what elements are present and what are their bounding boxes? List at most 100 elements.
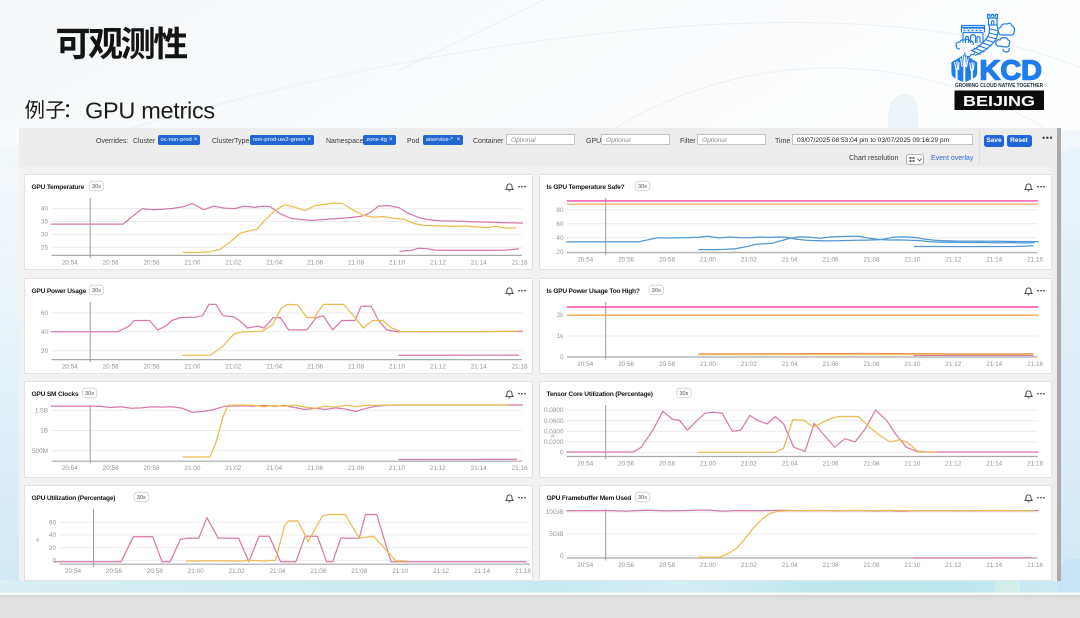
svg-text:21:12: 21:12 xyxy=(430,259,446,266)
svg-text:21:14: 21:14 xyxy=(471,259,487,266)
svg-text:21:16: 21:16 xyxy=(512,465,528,472)
svg-text:21:00: 21:00 xyxy=(700,361,716,368)
svg-text:21:04: 21:04 xyxy=(266,465,282,472)
svg-text:21:02: 21:02 xyxy=(225,363,241,370)
svg-text:GPU metrics: GPU metrics xyxy=(85,98,215,124)
svg-text:2k: 2k xyxy=(557,312,565,319)
svg-text:5GiB: 5GiB xyxy=(549,531,563,538)
svg-text:20:56: 20:56 xyxy=(618,257,634,264)
svg-text:21:06: 21:06 xyxy=(823,461,839,468)
svg-text:21:16: 21:16 xyxy=(1027,562,1043,569)
svg-text:21:08: 21:08 xyxy=(348,465,364,472)
svg-text:#: # xyxy=(551,434,555,440)
svg-text:21:10: 21:10 xyxy=(389,363,405,370)
svg-text:21:12: 21:12 xyxy=(433,568,449,575)
svg-text:30s: 30s xyxy=(137,495,146,501)
svg-text:21:02: 21:02 xyxy=(229,568,245,575)
svg-text:0.0200: 0.0200 xyxy=(544,439,564,446)
svg-text:20:54: 20:54 xyxy=(577,461,593,468)
svg-text:20: 20 xyxy=(49,544,57,551)
svg-text:21:14: 21:14 xyxy=(471,465,487,472)
svg-text:21:08: 21:08 xyxy=(348,259,364,266)
svg-text:20:56: 20:56 xyxy=(106,568,122,575)
svg-text:21:12: 21:12 xyxy=(945,361,961,368)
svg-text:0.0600: 0.0600 xyxy=(544,418,564,425)
svg-text:21:16: 21:16 xyxy=(515,568,531,575)
svg-text:20:54: 20:54 xyxy=(65,568,81,575)
svg-text:500M: 500M xyxy=(32,448,48,455)
svg-text:21:14: 21:14 xyxy=(474,568,490,575)
svg-text:40: 40 xyxy=(41,328,49,335)
svg-text:21:12: 21:12 xyxy=(430,363,446,370)
svg-text:21:00: 21:00 xyxy=(184,363,200,370)
svg-text:20: 20 xyxy=(556,249,564,256)
svg-text:21:10: 21:10 xyxy=(904,461,920,468)
svg-text:21:02: 21:02 xyxy=(741,562,757,569)
svg-text:21:10: 21:10 xyxy=(392,568,408,575)
svg-text:21:00: 21:00 xyxy=(700,257,716,264)
svg-text:21:06: 21:06 xyxy=(823,562,839,569)
svg-text:60: 60 xyxy=(41,310,49,317)
svg-text:21:08: 21:08 xyxy=(348,363,364,370)
svg-text:21:10: 21:10 xyxy=(904,562,920,569)
svg-text:21:10: 21:10 xyxy=(389,259,405,266)
svg-text:0: 0 xyxy=(52,557,56,564)
svg-text:21:04: 21:04 xyxy=(270,568,286,575)
svg-text:21:12: 21:12 xyxy=(945,562,961,569)
svg-text:30s: 30s xyxy=(638,184,647,190)
svg-text:Is GPU Temperature Safe?: Is GPU Temperature Safe? xyxy=(547,184,625,191)
svg-text:20:58: 20:58 xyxy=(659,257,675,264)
svg-text:21:08: 21:08 xyxy=(864,461,880,468)
svg-text:GPU Temperature: GPU Temperature xyxy=(32,184,85,191)
svg-text:0: 0 xyxy=(560,450,564,457)
svg-text:GROWING CLOUD NATIVE TOGETHER: GROWING CLOUD NATIVE TOGETHER xyxy=(955,83,1043,89)
svg-text:20:54: 20:54 xyxy=(62,363,78,370)
svg-text:#: # xyxy=(36,538,40,544)
svg-text:21:00: 21:00 xyxy=(700,461,716,468)
svg-text:30s: 30s xyxy=(92,184,101,190)
svg-text:20:56: 20:56 xyxy=(618,361,634,368)
svg-text:21:06: 21:06 xyxy=(310,568,326,575)
svg-text:Is GPU Power Usage Too High?: Is GPU Power Usage Too High? xyxy=(547,288,640,295)
svg-text:20:56: 20:56 xyxy=(103,259,119,266)
svg-text:21:16: 21:16 xyxy=(512,259,528,266)
svg-text:20: 20 xyxy=(41,347,49,354)
svg-text:40: 40 xyxy=(41,206,49,213)
svg-text:35: 35 xyxy=(41,219,49,226)
svg-text:21:04: 21:04 xyxy=(782,257,798,264)
svg-text:21:12: 21:12 xyxy=(945,461,961,468)
svg-text:21:08: 21:08 xyxy=(864,361,880,368)
svg-text:20:58: 20:58 xyxy=(144,259,160,266)
svg-text:1.5B: 1.5B xyxy=(35,407,48,414)
svg-text:21:12: 21:12 xyxy=(945,257,961,264)
svg-text:21:10: 21:10 xyxy=(904,361,920,368)
svg-text:21:14: 21:14 xyxy=(986,361,1002,368)
svg-text:21:14: 21:14 xyxy=(986,257,1002,264)
svg-text:25: 25 xyxy=(41,244,49,251)
svg-text:20:58: 20:58 xyxy=(659,562,675,569)
svg-text:0: 0 xyxy=(560,552,564,559)
svg-text:0: 0 xyxy=(560,354,564,361)
svg-text:20:58: 20:58 xyxy=(659,461,675,468)
svg-text:20:58: 20:58 xyxy=(147,568,163,575)
svg-text:20:54: 20:54 xyxy=(577,562,593,569)
svg-text:21:16: 21:16 xyxy=(1027,461,1043,468)
svg-text:21:06: 21:06 xyxy=(823,257,839,264)
svg-text:21:00: 21:00 xyxy=(184,259,200,266)
svg-text:0.0800: 0.0800 xyxy=(544,407,564,414)
svg-text:20:58: 20:58 xyxy=(659,361,675,368)
svg-text:21:14: 21:14 xyxy=(471,363,487,370)
svg-text:21:04: 21:04 xyxy=(782,562,798,569)
svg-text:BEIJING: BEIJING xyxy=(963,94,1035,110)
svg-text:GPU Power Usage: GPU Power Usage xyxy=(32,288,87,295)
svg-text:21:08: 21:08 xyxy=(351,568,367,575)
svg-text:21:02: 21:02 xyxy=(741,461,757,468)
svg-text:20:56: 20:56 xyxy=(103,363,119,370)
svg-text:10GiB: 10GiB xyxy=(546,509,564,516)
svg-text:40: 40 xyxy=(556,235,564,242)
svg-text:30s: 30s xyxy=(638,495,647,501)
svg-text:21:04: 21:04 xyxy=(266,363,282,370)
svg-text:0.0400: 0.0400 xyxy=(544,428,564,435)
svg-text:1k: 1k xyxy=(557,333,565,340)
svg-text:30s: 30s xyxy=(652,288,661,294)
